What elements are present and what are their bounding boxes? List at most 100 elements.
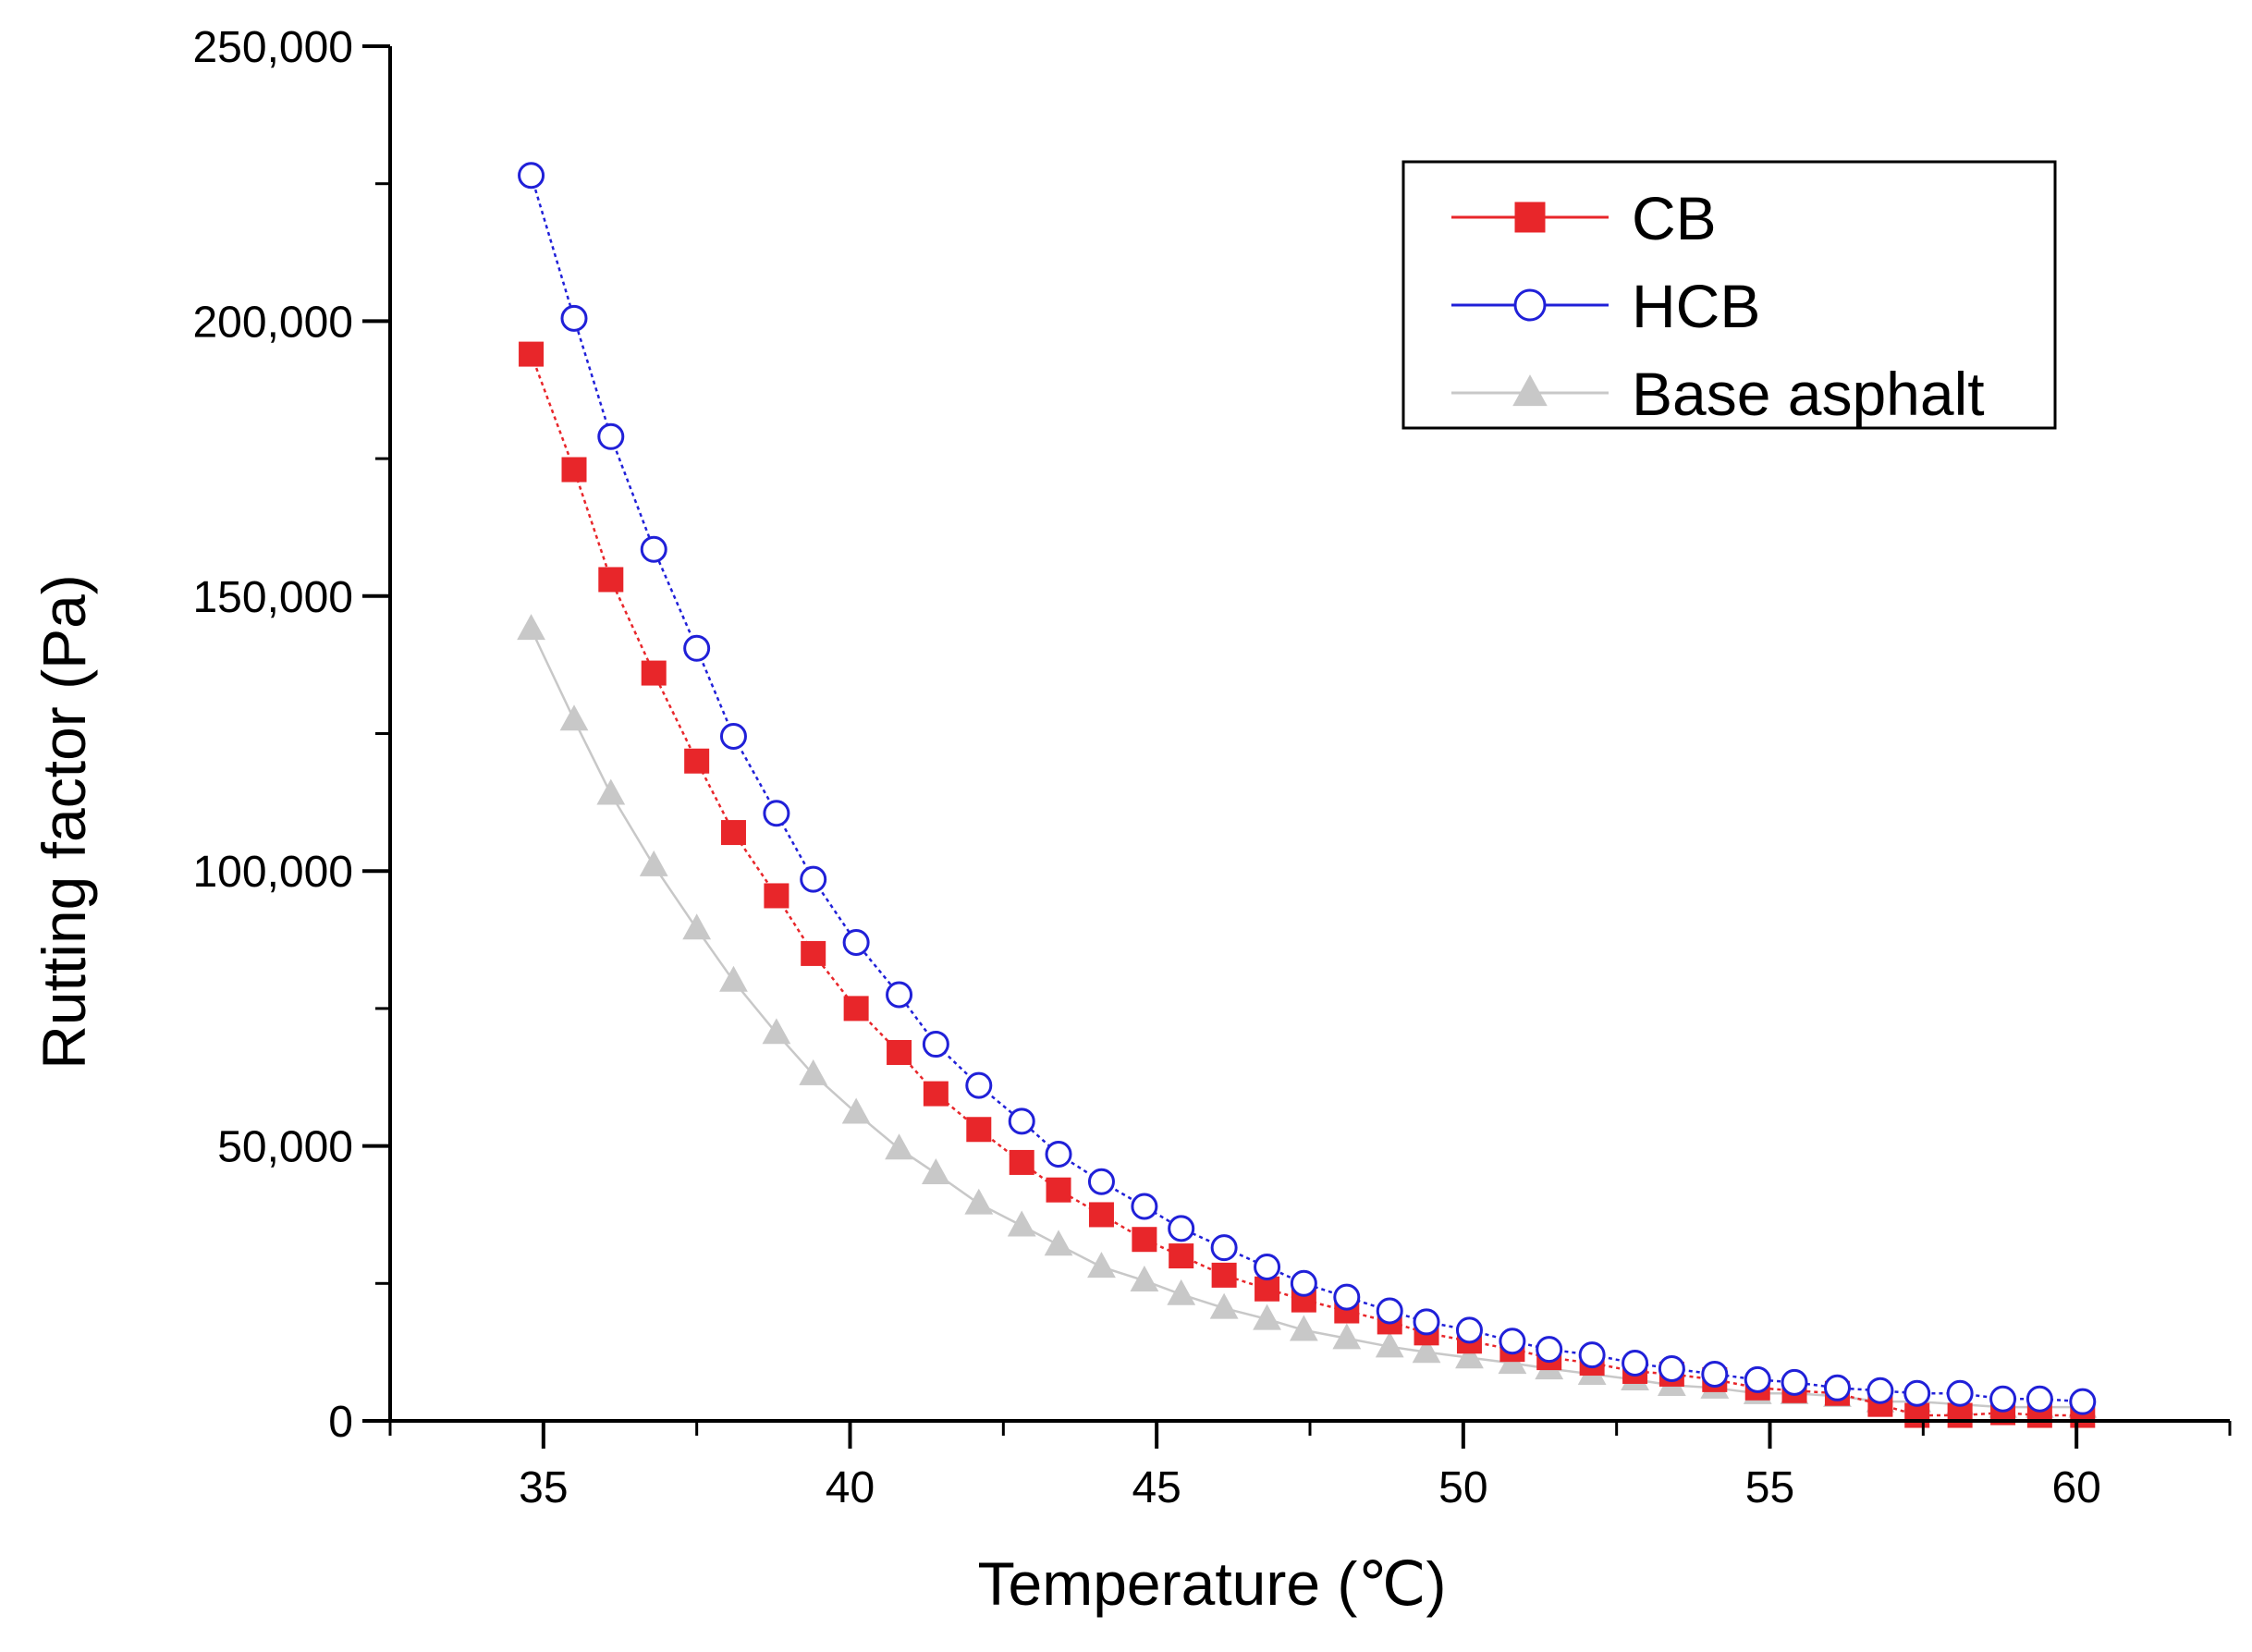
data-point-base-asphalt — [841, 1097, 871, 1124]
data-point-hcb — [1989, 1385, 2017, 1413]
data-point-cb — [1947, 1402, 1973, 1428]
data-point-base-asphalt — [885, 1133, 913, 1160]
data-point-hcb — [800, 865, 827, 893]
legend-items: CB HCB Base asphalt — [1451, 184, 1985, 428]
data-point-cb — [1169, 1243, 1194, 1269]
data-point-hcb — [1499, 1328, 1526, 1355]
y-tick-label: 250,000 — [192, 23, 353, 72]
data-point-base-asphalt — [1412, 1337, 1441, 1364]
legend: CB HCB Base asphalt — [1401, 160, 2057, 430]
data-point-hcb — [1210, 1234, 1238, 1262]
y-tick-label: 50,000 — [217, 1123, 353, 1172]
x-tick-label: 55 — [1745, 1463, 1794, 1512]
data-point-hcb — [640, 535, 667, 563]
data-point-hcb — [597, 422, 625, 450]
data-point-hcb — [1290, 1269, 1317, 1297]
data-point-hcb — [1903, 1379, 1931, 1407]
x-tick-label: 40 — [826, 1463, 875, 1512]
data-point-base-asphalt — [1007, 1210, 1036, 1237]
y-tick-label: 150,000 — [192, 573, 353, 622]
data-point-cb — [1132, 1227, 1157, 1253]
data-point-hcb — [842, 929, 870, 957]
data-point-cb — [923, 1081, 949, 1107]
data-point-cb — [1904, 1402, 1930, 1428]
data-point-base-asphalt — [1167, 1279, 1196, 1305]
y-axis-title: Rutting factor (Pa) — [30, 574, 98, 1070]
data-point-base-asphalt — [1044, 1230, 1073, 1256]
x-tick-label: 50 — [1438, 1463, 1487, 1512]
data-point-hcb — [1622, 1350, 1649, 1377]
x-tick-label: 60 — [2051, 1463, 2100, 1512]
y-tick-label: 0 — [328, 1398, 353, 1447]
data-point-hcb — [1087, 1168, 1115, 1195]
data-point-base-asphalt — [921, 1157, 950, 1184]
data-point-hcb — [1455, 1316, 1483, 1344]
data-point-base-asphalt — [1375, 1331, 1404, 1358]
data-point-hcb — [1744, 1365, 1771, 1393]
data-point-base-asphalt — [1087, 1252, 1116, 1279]
data-point-hcb — [1045, 1141, 1072, 1169]
data-point-hcb — [1658, 1354, 1685, 1382]
plot-area — [517, 162, 2098, 1428]
data-point-hcb — [683, 634, 711, 662]
data-point-cb — [1088, 1202, 1114, 1228]
data-point-hcb — [518, 162, 545, 190]
data-point-hcb — [886, 981, 913, 1009]
data-point-base-asphalt — [799, 1059, 828, 1085]
legend-label-base-asphalt: Base asphalt — [1632, 360, 1985, 428]
data-point-hcb — [1413, 1308, 1440, 1336]
data-point-base-asphalt — [1130, 1265, 1159, 1291]
data-point-hcb — [1376, 1297, 1403, 1325]
data-point-cb — [887, 1039, 912, 1065]
data-point-base-asphalt — [1332, 1323, 1362, 1350]
data-point-hcb — [1168, 1215, 1195, 1242]
data-point-hcb — [1333, 1283, 1361, 1311]
data-point-hcb — [1131, 1193, 1158, 1220]
data-point-cb — [561, 457, 587, 483]
data-point-cb — [801, 940, 826, 966]
data-point-hcb — [763, 800, 790, 827]
axes: 0 50,000 100,000 150,000 200,000 250,000 35 40 4… — [192, 23, 2232, 1512]
legend-marker-hcb — [1513, 288, 1547, 322]
legend-marker-cb — [1514, 202, 1546, 233]
data-point-cb — [1046, 1177, 1071, 1203]
legend-label-cb: CB — [1632, 184, 1717, 252]
x-axis-title: Temperature (℃) — [978, 1549, 1447, 1618]
data-point-base-asphalt — [682, 913, 712, 940]
data-point-cb — [684, 748, 710, 774]
legend-frame — [1401, 160, 2057, 430]
series-line-cb — [530, 353, 2083, 1417]
data-point-hcb — [719, 722, 747, 750]
data-point-hcb — [922, 1031, 949, 1059]
data-point-base-asphalt — [719, 965, 748, 992]
data-point-cb — [843, 996, 869, 1022]
data-point-hcb — [965, 1071, 993, 1099]
y-tick-label: 100,000 — [192, 848, 353, 897]
data-point-base-asphalt — [1209, 1292, 1239, 1319]
data-point-hcb — [1578, 1341, 1606, 1369]
data-point-base-asphalt — [517, 614, 545, 641]
data-point-hcb — [1008, 1107, 1035, 1135]
data-point-cb — [720, 820, 746, 846]
data-point-cb — [598, 567, 624, 593]
data-point-base-asphalt — [1253, 1303, 1281, 1330]
data-point-base-asphalt — [559, 704, 589, 731]
data-point-hcb — [560, 304, 588, 332]
data-point-cb — [1009, 1149, 1034, 1175]
data-point-hcb — [1254, 1253, 1281, 1280]
data-point-cb — [966, 1117, 992, 1143]
data-point-base-asphalt — [1289, 1315, 1318, 1341]
data-point-hcb — [1946, 1379, 1974, 1407]
data-point-hcb — [2069, 1388, 2097, 1415]
data-point-hcb — [1536, 1336, 1563, 1364]
data-point-cb — [519, 341, 545, 367]
y-tick-label: 200,000 — [192, 298, 353, 347]
data-point-hcb — [1823, 1374, 1851, 1401]
data-point-hcb — [1701, 1360, 1729, 1388]
data-point-hcb — [2026, 1385, 2053, 1413]
x-tick-label: 35 — [519, 1463, 568, 1512]
legend-label-hcb: HCB — [1632, 272, 1760, 340]
data-point-base-asphalt — [1455, 1342, 1484, 1369]
